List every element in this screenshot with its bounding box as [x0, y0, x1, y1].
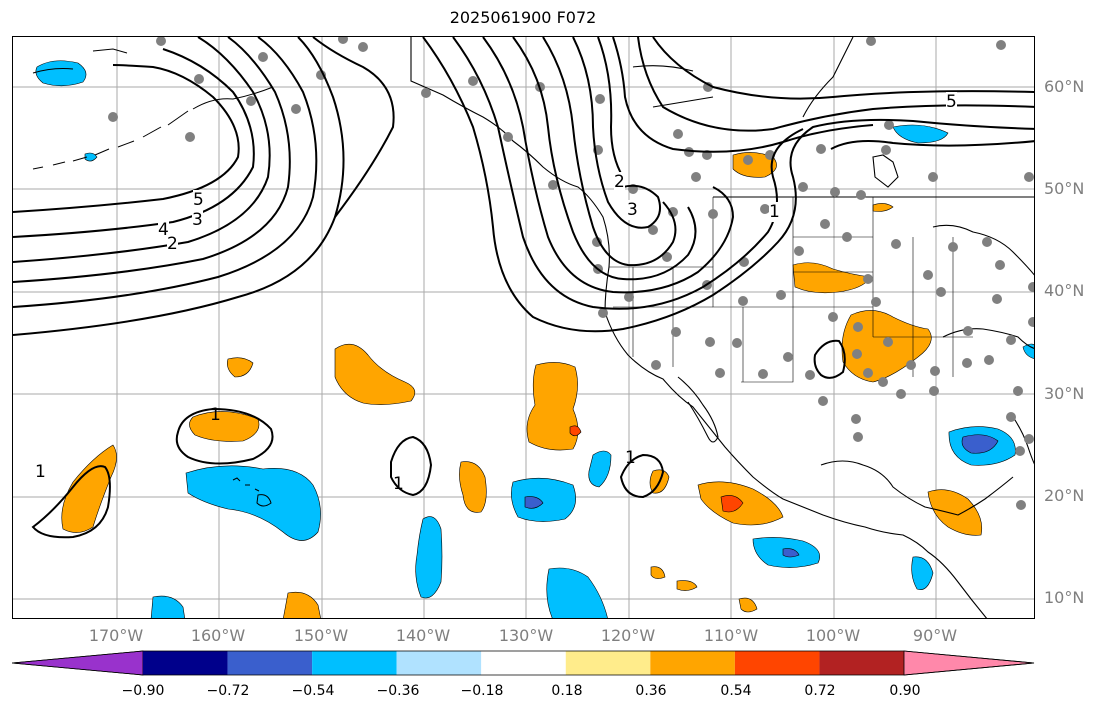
colorbar-tick: −0.90 [121, 683, 165, 699]
coastlines [410, 37, 1034, 618]
contour-label: 1 [393, 474, 404, 494]
hawaii-islands [232, 477, 272, 507]
lon-label-120w: 120°W [600, 626, 656, 645]
lat-label-30n: 30°N [1044, 384, 1085, 403]
lon-label-130w: 130°W [498, 626, 554, 645]
map-title: 2025061900 F072 [449, 8, 597, 27]
map-canvas [13, 37, 1034, 618]
colorbar-cell [143, 651, 228, 675]
lat-label-50n: 50°N [1044, 179, 1085, 198]
colorbar-cell [650, 651, 735, 675]
lat-label-10n: 10°N [1044, 588, 1085, 607]
colorbar-tick: 0.72 [804, 683, 836, 699]
contour-lines [13, 37, 1034, 539]
lon-label-170w: 170°W [88, 626, 144, 645]
colorbar-tick: −0.54 [291, 683, 335, 699]
colorbar-tick: −0.72 [206, 683, 250, 699]
lon-label-110w: 110°W [703, 626, 759, 645]
colorbar-cell [312, 651, 397, 675]
colorbar-cell [481, 651, 566, 675]
colorbar-cell [819, 651, 904, 675]
lon-label-160w: 160°W [190, 626, 246, 645]
colorbar-tick: −0.18 [460, 683, 504, 699]
colorbar-tick: 0.54 [720, 683, 752, 699]
contour-label: 1 [35, 462, 46, 482]
colorbar-cell [227, 651, 313, 675]
contour-label: 3 [192, 210, 203, 230]
colorbar-tick: 0.90 [889, 683, 921, 699]
colorbar-cell [12, 650, 144, 676]
contour-label: 5 [193, 190, 204, 210]
colorbar-outline [12, 650, 1035, 676]
map-panel [12, 36, 1035, 619]
lat-label-40n: 40°N [1044, 281, 1085, 300]
colorbar-tick: 0.36 [635, 683, 667, 699]
colorbar [12, 650, 1035, 676]
colorbar-tick: 0.18 [551, 683, 583, 699]
station-dots [108, 37, 1034, 510]
colorbar-cell [903, 650, 1035, 676]
colorbar-cell [734, 651, 820, 675]
lat-label-20n: 20°N [1044, 486, 1085, 505]
lon-label-90w: 90°W [912, 626, 958, 645]
lon-label-100w: 100°W [805, 626, 861, 645]
contour-label: 2 [614, 172, 625, 192]
contour-label: 1 [769, 202, 780, 222]
lat-label-60n: 60°N [1044, 77, 1085, 96]
colorbar-cell [565, 651, 651, 675]
contour-label: 3 [627, 200, 638, 220]
contour-label: 1 [210, 405, 221, 425]
lon-label-140w: 140°W [395, 626, 451, 645]
lon-label-150w: 150°W [293, 626, 349, 645]
contour-label: 4 [158, 220, 169, 240]
colorbar-tick: −0.36 [376, 683, 420, 699]
contour-label: 5 [946, 92, 957, 112]
contour-label: 1 [625, 448, 636, 468]
contour-label: 2 [167, 234, 178, 254]
anomaly-fills [35, 60, 1034, 618]
aleutian-islands [32, 48, 274, 170]
colorbar-cell [396, 651, 482, 675]
